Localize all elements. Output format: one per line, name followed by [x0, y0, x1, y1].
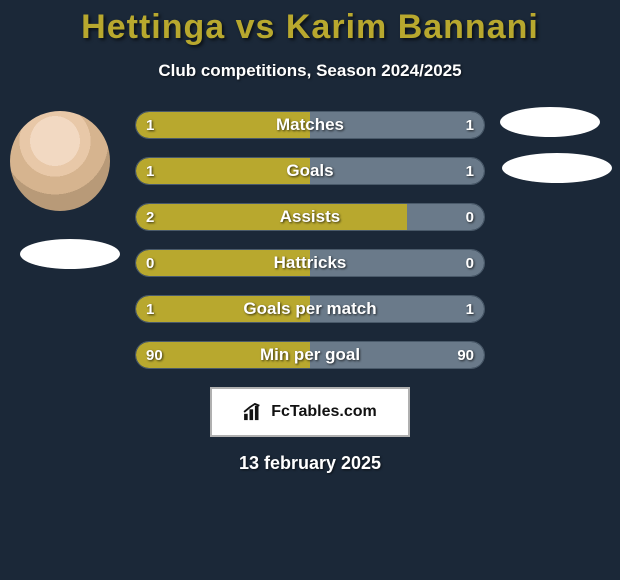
comparison-title: Hettinga vs Karim Bannani: [0, 0, 620, 47]
player-left-name-placeholder: [20, 239, 120, 269]
stat-right-value: 0: [466, 250, 474, 276]
stat-left-value: 0: [146, 250, 154, 276]
stat-left-fill: [136, 158, 310, 184]
stat-row: 9090Min per goal: [135, 341, 485, 369]
player-right-avatar-placeholder: [500, 107, 600, 137]
bar-chart-icon: [243, 403, 265, 421]
stat-row: 11Goals: [135, 157, 485, 185]
stat-left-fill: [136, 204, 407, 230]
stat-left-value: 1: [146, 158, 154, 184]
stat-right-fill: [310, 112, 484, 138]
stat-right-fill: [310, 250, 484, 276]
stat-right-value: 1: [466, 296, 474, 322]
stat-bars: 11Matches11Goals20Assists00Hattricks11Go…: [135, 111, 485, 369]
stat-row: 20Assists: [135, 203, 485, 231]
stat-row: 00Hattricks: [135, 249, 485, 277]
stat-row: 11Matches: [135, 111, 485, 139]
stat-left-fill: [136, 112, 310, 138]
stat-right-fill: [310, 158, 484, 184]
stat-left-value: 90: [146, 342, 163, 368]
stat-right-fill: [310, 296, 484, 322]
stat-right-value: 0: [466, 204, 474, 230]
stat-right-value: 1: [466, 112, 474, 138]
brand-text: FcTables.com: [271, 403, 377, 421]
footer-date: 13 february 2025: [0, 453, 620, 474]
stat-left-fill: [136, 250, 310, 276]
brand-badge[interactable]: FcTables.com: [210, 387, 410, 437]
comparison-main: 11Matches11Goals20Assists00Hattricks11Go…: [0, 111, 620, 369]
stat-left-value: 1: [146, 296, 154, 322]
comparison-subtitle: Club competitions, Season 2024/2025: [0, 61, 620, 81]
stat-left-fill: [136, 296, 310, 322]
stat-right-value: 1: [466, 158, 474, 184]
stat-left-value: 2: [146, 204, 154, 230]
stat-left-value: 1: [146, 112, 154, 138]
stat-right-value: 90: [457, 342, 474, 368]
player-left-avatar: [10, 111, 110, 211]
stat-row: 11Goals per match: [135, 295, 485, 323]
player-right-name-placeholder: [502, 153, 612, 183]
